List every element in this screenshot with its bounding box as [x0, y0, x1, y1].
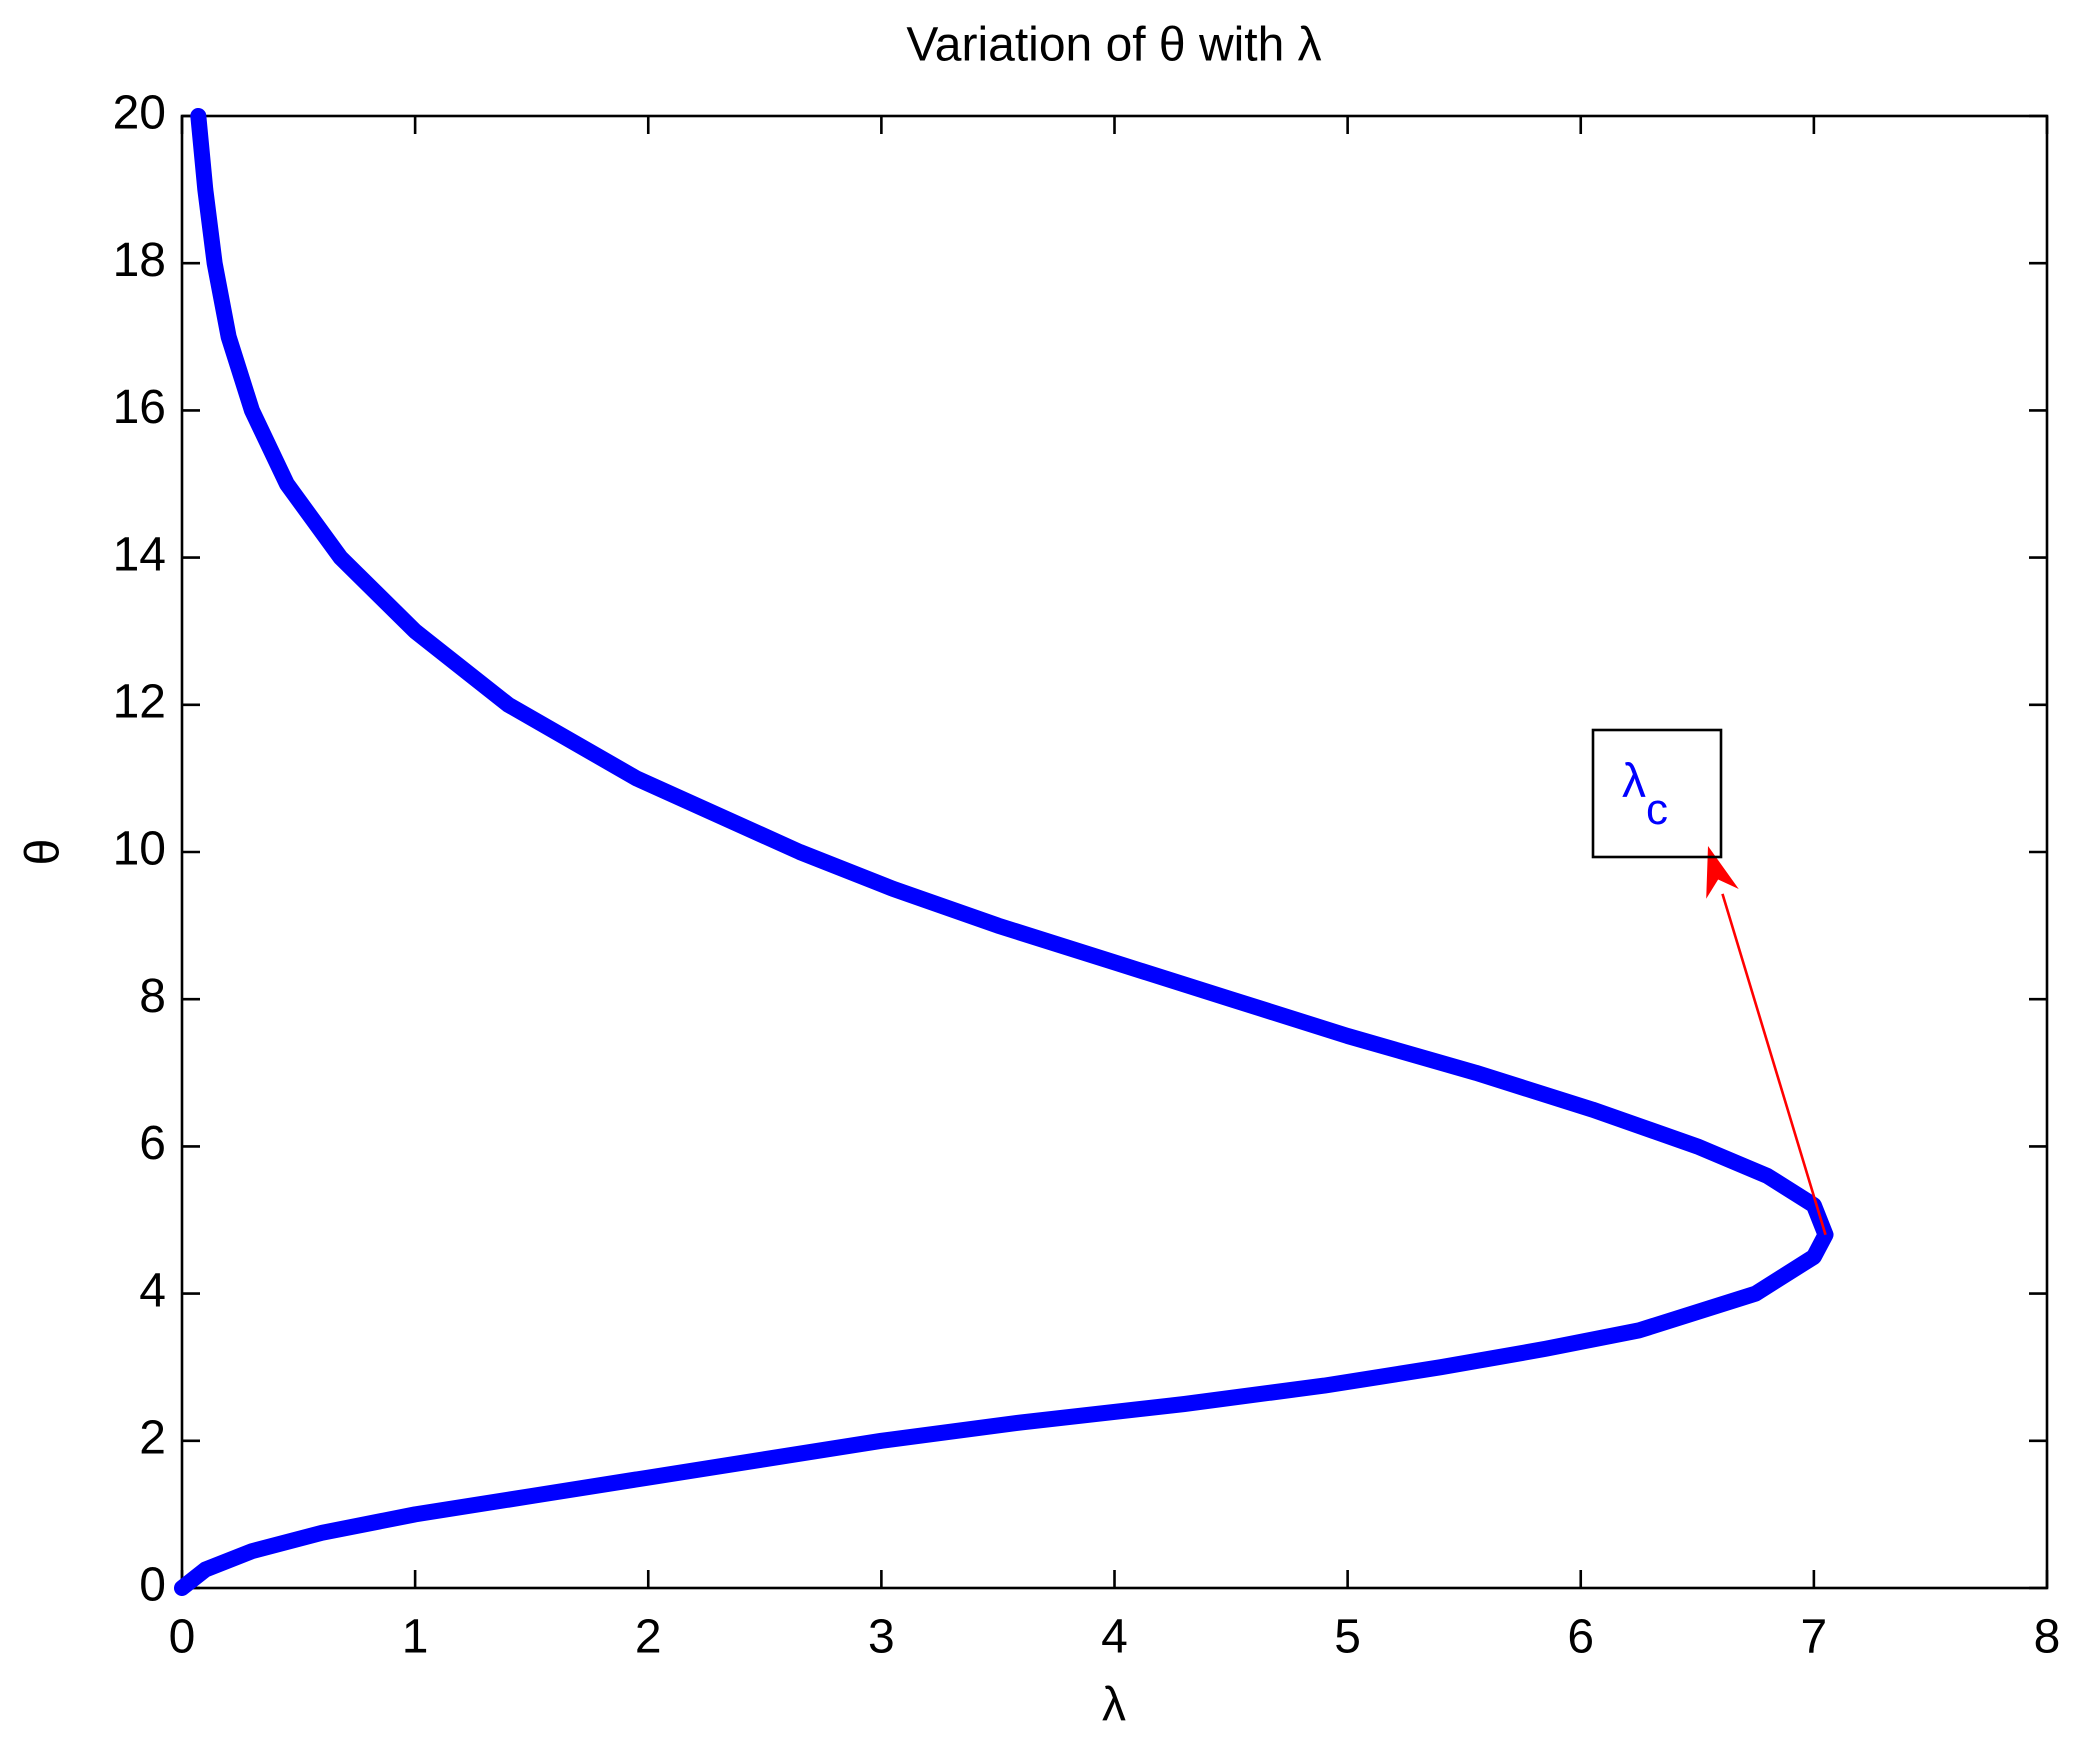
plot-area — [180, 114, 2049, 1590]
y-tick-label: 10 — [113, 823, 166, 876]
annotation-arrowhead — [1706, 846, 1739, 899]
x-tick-label: 3 — [868, 1611, 895, 1664]
annotation-text: λc — [1622, 755, 1668, 834]
annotation-box — [1591, 728, 1723, 859]
y-tick-label: 4 — [139, 1264, 166, 1317]
y-tick-label: 2 — [139, 1411, 166, 1464]
y-tick-label: 16 — [113, 381, 166, 434]
annotation-subscript: c — [1646, 785, 1668, 834]
x-tick-label: 4 — [1101, 1611, 1128, 1664]
x-tick-label: 1 — [402, 1611, 429, 1664]
chart-title: Variation of θ with λ — [906, 19, 1321, 72]
y-tick-label: 8 — [139, 970, 166, 1023]
x-tick-label: 8 — [2034, 1611, 2061, 1664]
x-tick-label: 5 — [1334, 1611, 1361, 1664]
x-tick-label: 2 — [635, 1611, 662, 1664]
y-tick-label: 20 — [113, 87, 166, 140]
x-tick-label: 7 — [1801, 1611, 1828, 1664]
annotation-symbol: λ — [1622, 755, 1646, 808]
x-tick-label: 0 — [169, 1611, 196, 1664]
y-axis-label: θ — [17, 839, 70, 866]
y-tick-label: 18 — [113, 234, 166, 287]
y-tick-label: 6 — [139, 1117, 166, 1170]
x-axis-label: λ — [1102, 1679, 1126, 1732]
annotation-arrow — [1721, 893, 1827, 1236]
data-line — [174, 108, 1834, 1596]
y-tick-label: 12 — [113, 675, 166, 728]
y-tick-label: 0 — [139, 1559, 166, 1612]
x-tick-label: 6 — [1567, 1611, 1594, 1664]
y-tick-label: 14 — [113, 528, 166, 581]
